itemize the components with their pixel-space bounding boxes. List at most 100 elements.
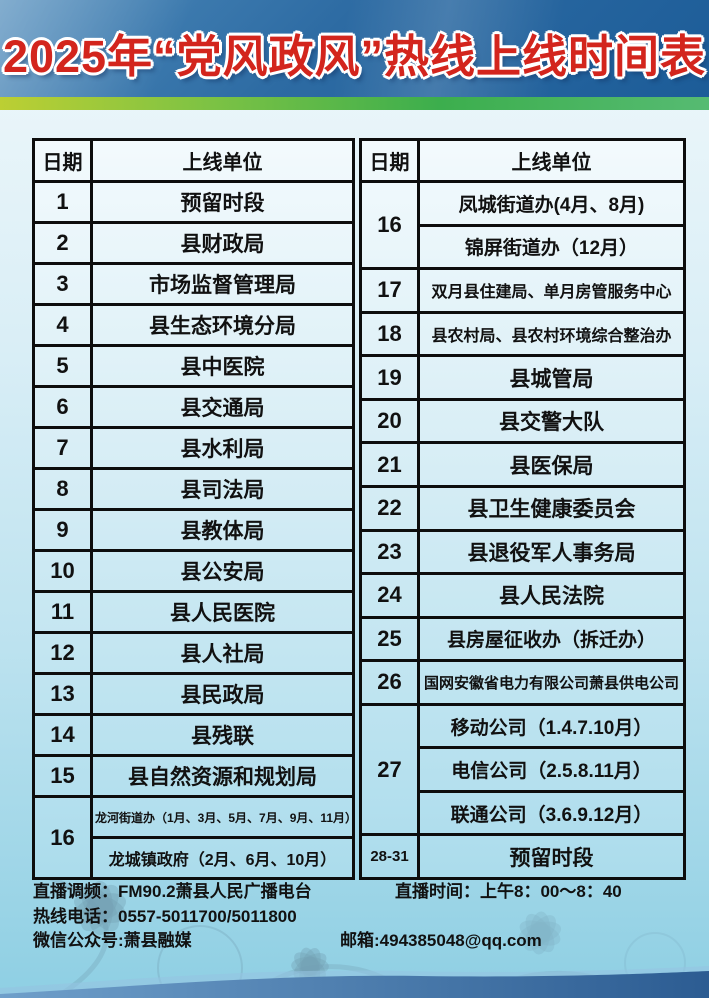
- date-cell: 14: [32, 713, 93, 757]
- date-header: 日期: [32, 138, 93, 183]
- unit-cell: 县农村局、县农村环境综合整治办: [417, 310, 686, 358]
- schedule-tables: 日期 上线单位 1 预留时段 2 县财政局 3 市场监督管理局 4 县生态环境分局 5 县中医院 6…: [32, 138, 686, 880]
- unit-cell: 县水利局: [90, 426, 355, 470]
- table-row: 12 县人社局: [32, 631, 355, 675]
- unit-cell: 县人社局: [90, 631, 355, 675]
- unit-cell: 龙河街道办（1月、3月、5月、7月、9月、11月）: [90, 795, 357, 839]
- unit-header: 上线单位: [417, 138, 686, 183]
- table-header-row: 日期 上线单位: [359, 138, 686, 183]
- unit-cell: 县残联: [90, 713, 355, 757]
- table-row: 1 预留时段: [32, 180, 355, 224]
- date-cell: 3: [32, 262, 93, 306]
- unit-cell: 国网安徽省电力有限公司萧县供电公司: [417, 659, 686, 706]
- table-row: 18 县农村局、县农村环境综合整治办: [359, 310, 686, 358]
- table-row: 6 县交通局: [32, 385, 355, 429]
- date-cell: 7: [32, 426, 93, 470]
- unit-cell: 龙城镇政府（2月、6月、10月）: [90, 836, 355, 880]
- unit-cell: 锦屏街道办（12月）: [417, 223, 686, 271]
- unit-cell: 县公安局: [90, 549, 355, 593]
- date-cell: 27: [359, 702, 420, 837]
- date-cell: 4: [32, 303, 93, 347]
- schedule-table-left: 日期 上线单位 1 预留时段 2 县财政局 3 市场监督管理局 4 县生态环境分局 5 县中医院 6…: [32, 138, 357, 880]
- footer-line-1: 直播调频：FM90.2萧县人民广播电台 直播时间：上午8：00～8：40: [33, 880, 693, 905]
- unit-cell: 县财政局: [90, 221, 355, 265]
- broadcast-frequency: 直播调频：FM90.2萧县人民广播电台: [33, 882, 312, 901]
- table-row: 3 市场监督管理局: [32, 262, 355, 306]
- table-row: 17 双月县住建局、单月房管服务中心: [359, 267, 686, 314]
- unit-cell: 双月县住建局、单月房管服务中心: [417, 267, 686, 314]
- unit-cell: 联通公司（3.6.9.12月）: [417, 789, 686, 837]
- footer-line-3: 微信公众号:萧县融媒 邮箱:494385048@qq.com: [33, 929, 693, 954]
- table-row: 11 县人民医院: [32, 590, 355, 634]
- unit-cell: 县房屋征收办（拆迁办）: [417, 615, 686, 663]
- date-cell: 22: [359, 484, 420, 532]
- date-cell: 12: [32, 631, 93, 675]
- date-cell: 17: [359, 267, 420, 314]
- date-cell: 18: [359, 310, 420, 358]
- date-cell: 16: [359, 179, 420, 271]
- table-row: 26 国网安徽省电力有限公司萧县供电公司: [359, 659, 686, 706]
- date-cell: 25: [359, 615, 420, 663]
- date-cell: 21: [359, 441, 420, 488]
- date-cell: 15: [32, 754, 93, 798]
- date-header: 日期: [359, 138, 420, 183]
- unit-cell: 县交通局: [90, 385, 355, 429]
- footer: 直播调频：FM90.2萧县人民广播电台 直播时间：上午8：00～8：40 热线电…: [33, 880, 693, 954]
- table-row: 27 移动公司（1.4.7.10月）: [359, 702, 686, 837]
- date-cell: 8: [32, 467, 93, 511]
- table-row: 24 县人民法院: [359, 572, 686, 619]
- table-row: 28-31 预留时段: [359, 833, 686, 880]
- date-cell: 1: [32, 180, 93, 224]
- table-row: 5 县中医院: [32, 344, 355, 388]
- header-band: 2025年“党风政风”热线上线时间表: [0, 0, 709, 97]
- table-row: 21 县医保局: [359, 441, 686, 488]
- table-row: 22 县卫生健康委员会: [359, 484, 686, 532]
- unit-cell: 县自然资源和规划局: [90, 754, 355, 798]
- broadcast-time: 直播时间：上午8：00～8：40: [395, 882, 622, 901]
- table-row: 锦屏街道办（12月）: [361, 223, 686, 271]
- wechat-account: 微信公众号:萧县融媒: [33, 931, 192, 950]
- date-cell: 24: [359, 572, 420, 619]
- table-row: 14 县残联: [32, 713, 355, 757]
- table-row: 4 县生态环境分局: [32, 303, 355, 347]
- unit-cell: 县生态环境分局: [90, 303, 355, 347]
- table-row: 9 县教体局: [32, 508, 355, 552]
- date-cell: 28-31: [359, 833, 420, 880]
- unit-cell: 移动公司（1.4.7.10月）: [417, 702, 686, 750]
- table-row: 20 县交警大队: [359, 397, 686, 445]
- date-cell: 9: [32, 508, 93, 552]
- unit-cell: 县教体局: [90, 508, 355, 552]
- table-row: 8 县司法局: [32, 467, 355, 511]
- unit-cell: 县中医院: [90, 344, 355, 388]
- table-row: 联通公司（3.6.9.12月）: [361, 789, 686, 837]
- date-cell: 2: [32, 221, 93, 265]
- table-row: 10 县公安局: [32, 549, 355, 593]
- table-row: 7 县水利局: [32, 426, 355, 470]
- date-cell: 19: [359, 354, 420, 401]
- unit-cell: 预留时段: [90, 180, 355, 224]
- email-address: 邮箱:494385048@qq.com: [340, 931, 542, 950]
- schedule-table-right: 日期 上线单位 16 凤城街道办(4月、8月) 锦屏街道办（12月） 17 双月县住建局…: [359, 138, 686, 880]
- table-row: 13 县民政局: [32, 672, 355, 716]
- date-cell: 26: [359, 659, 420, 706]
- table-row: 19 县城管局: [359, 354, 686, 401]
- unit-cell: 凤城街道办(4月、8月): [417, 180, 686, 227]
- unit-cell: 县城管局: [417, 354, 686, 401]
- date-cell: 16: [32, 795, 93, 880]
- page-title: 2025年“党风政风”热线上线时间表: [2, 31, 707, 82]
- green-stripe: [0, 97, 709, 110]
- table-row: 16 龙河街道办（1月、3月、5月、7月、9月、11月）: [32, 795, 357, 880]
- date-cell: 23: [359, 528, 420, 576]
- unit-cell: 县民政局: [90, 672, 355, 716]
- unit-cell: 县退役军人事务局: [417, 528, 686, 576]
- unit-cell: 县人民医院: [90, 590, 355, 634]
- table-row: 25 县房屋征收办（拆迁办）: [359, 615, 686, 663]
- date-cell: 13: [32, 672, 93, 716]
- table-row: 23 县退役军人事务局: [359, 528, 686, 576]
- hotline-phone: 热线电话：0557-5011700/5011800: [33, 906, 297, 926]
- unit-cell: 县人民法院: [417, 572, 686, 619]
- footer-line-2: 热线电话：0557-5011700/5011800: [33, 905, 693, 930]
- date-cell: 11: [32, 590, 93, 634]
- table-row: 15 县自然资源和规划局: [32, 754, 355, 798]
